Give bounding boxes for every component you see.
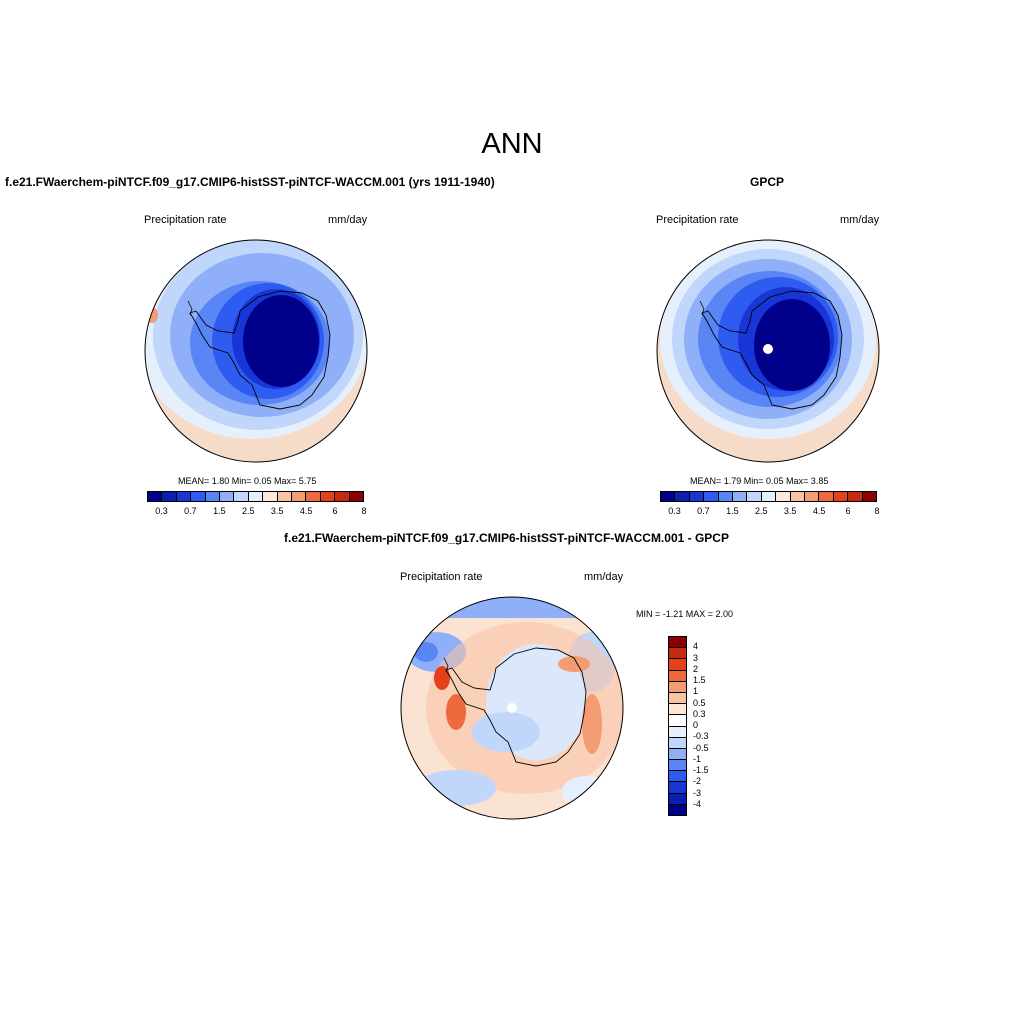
diff-colorbar-tick-label: -4 <box>693 798 702 809</box>
model-colorbar-swatch <box>234 492 249 501</box>
model-colorbar <box>147 491 364 502</box>
model-colorbar-swatch <box>277 492 293 501</box>
model-variable-label: Precipitation rate <box>144 214 227 226</box>
obs-colorbar-tick-label: 2.5 <box>755 506 768 516</box>
model-colorbar-swatch <box>306 492 321 501</box>
obs-colorbar-swatch <box>819 492 834 501</box>
model-colorbar-tick-label: 3.5 <box>270 506 284 516</box>
model-colorbar-tick-label: 8 <box>361 506 367 516</box>
model-colorbar-tick-label: 6 <box>332 506 338 516</box>
obs-colorbar-swatch <box>733 492 748 501</box>
diff-colorbar-tick-label: 0.3 <box>693 708 706 719</box>
diff-colorbar-tick-label: 0.5 <box>693 697 706 708</box>
model-colorbar-labels: 0.3 0.7 1.5 2.5 3.5 4.5 6 8 <box>147 506 367 518</box>
diff-colorbar-swatch <box>669 670 686 682</box>
obs-variable-label: Precipitation rate <box>656 214 739 226</box>
diff-colorbar-tick-label: 2 <box>693 663 699 674</box>
diff-colorbar <box>668 636 687 816</box>
diff-polar-map <box>400 596 624 820</box>
obs-colorbar-swatch <box>689 492 705 501</box>
obs-colorbar-swatch <box>790 492 806 501</box>
diff-colorbar-tick-label: 1.5 <box>693 675 706 685</box>
diff-panel-title: f.e21.FWaerchem-piNTCF.f09_g17.CMIP6-his… <box>284 531 729 545</box>
obs-colorbar-swatch <box>675 492 690 501</box>
obs-colorbar-labels: 0.3 0.7 1.5 2.5 3.5 4.5 6 8 <box>660 506 880 518</box>
diff-colorbar-swatch <box>669 715 686 727</box>
obs-colorbar-tick-label: 8 <box>874 506 880 516</box>
diff-colorbar-tick-label: 1 <box>693 686 699 697</box>
diff-colorbar-swatch <box>669 748 686 761</box>
obs-colorbar <box>660 491 877 502</box>
obs-colorbar-swatch <box>805 492 820 501</box>
model-colorbar-swatch <box>176 492 192 501</box>
diff-colorbar-tick-label: -0.5 <box>693 742 709 753</box>
model-colorbar-tick-label: 4.5 <box>299 506 313 516</box>
obs-colorbar-swatch <box>661 492 676 501</box>
obs-colorbar-tick-label: 3.5 <box>783 506 797 516</box>
diff-colorbar-swatch <box>669 804 686 815</box>
model-colorbar-swatch <box>320 492 336 501</box>
model-colorbar-swatch <box>220 492 235 501</box>
figure-title: ANN <box>481 128 543 160</box>
model-colorbar-swatch <box>335 492 350 501</box>
model-colorbar-swatch <box>162 492 177 501</box>
model-colorbar-swatch <box>292 492 307 501</box>
obs-stats: MEAN= 1.79 Min= 0.05 Max= 3.85 <box>690 476 829 486</box>
diff-stats: MIN = -1.21 MAX = 2.00 <box>636 609 734 619</box>
diff-colorbar-swatch <box>669 782 686 794</box>
obs-colorbar-swatch <box>761 492 777 501</box>
obs-colorbar-swatch <box>862 492 877 501</box>
model-panel-title: f.e21.FWaerchem-piNTCF.f09_g17.CMIP6-his… <box>5 175 495 189</box>
diff-colorbar-tick-label: -0.3 <box>693 731 709 742</box>
diff-variable-label: Precipitation rate <box>400 571 483 583</box>
diff-colorbar-tick-label: -1 <box>693 753 702 764</box>
obs-colorbar-swatch <box>833 492 849 501</box>
diff-colorbar-tick-label: -3 <box>693 787 702 798</box>
diff-colorbar-tick-label: 0 <box>693 720 699 730</box>
obs-panel-title: GPCP <box>750 175 785 189</box>
diff-colorbar-swatch <box>669 760 686 772</box>
diff-colorbar-swatch <box>669 692 686 705</box>
diff-colorbar-labels: 4 3 2 1.5 1 0.5 0.3 0 -0.3 -0.5 -1 -1.5 -2 -3 -4 <box>693 636 733 816</box>
diff-colorbar-tick-label: 4 <box>693 641 699 652</box>
model-units-label: mm/day <box>328 214 368 226</box>
diff-colorbar-tick-label: -2 <box>693 776 702 787</box>
obs-colorbar-tick-label: 1.5 <box>726 506 739 516</box>
model-colorbar-tick-label: 1.5 <box>213 506 226 516</box>
model-colorbar-swatch <box>205 492 221 501</box>
obs-colorbar-swatch <box>704 492 719 501</box>
model-polar-map <box>144 239 368 463</box>
model-colorbar-tick-label: 0.7 <box>184 506 197 516</box>
diff-colorbar-tick-label: -1.5 <box>693 765 709 775</box>
model-stats: MEAN= 1.80 Min= 0.05 Max= 5.75 <box>178 476 317 486</box>
diff-colorbar-swatch <box>669 793 686 805</box>
diff-colorbar-swatch <box>669 737 686 749</box>
diff-colorbar-swatch <box>669 659 686 671</box>
obs-units-label: mm/day <box>840 214 880 226</box>
diff-colorbar-tick-label: 3 <box>693 652 699 663</box>
diff-colorbar-swatch <box>669 681 686 693</box>
diff-colorbar-swatch <box>669 637 686 649</box>
model-colorbar-swatch <box>148 492 163 501</box>
obs-colorbar-tick-label: 6 <box>845 506 851 516</box>
obs-colorbar-swatch <box>718 492 734 501</box>
obs-colorbar-swatch <box>848 492 863 501</box>
diff-colorbar-swatch <box>669 771 686 783</box>
model-colorbar-swatch <box>191 492 206 501</box>
obs-colorbar-tick-label: 0.7 <box>697 506 710 516</box>
model-colorbar-tick-label: 2.5 <box>242 506 255 516</box>
obs-polar-map <box>656 239 880 463</box>
diff-colorbar-swatch <box>669 704 686 716</box>
diff-units-label: mm/day <box>584 571 624 583</box>
model-colorbar-tick-label: 0.3 <box>155 506 168 516</box>
model-colorbar-swatch <box>263 492 278 501</box>
obs-colorbar-tick-label: 4.5 <box>812 506 826 516</box>
diff-colorbar-swatch <box>669 648 686 660</box>
obs-colorbar-swatch <box>747 492 762 501</box>
obs-colorbar-swatch <box>776 492 791 501</box>
model-colorbar-swatch <box>248 492 264 501</box>
model-colorbar-swatch <box>349 492 364 501</box>
diff-colorbar-swatch <box>669 726 686 738</box>
obs-colorbar-tick-label: 0.3 <box>668 506 681 516</box>
